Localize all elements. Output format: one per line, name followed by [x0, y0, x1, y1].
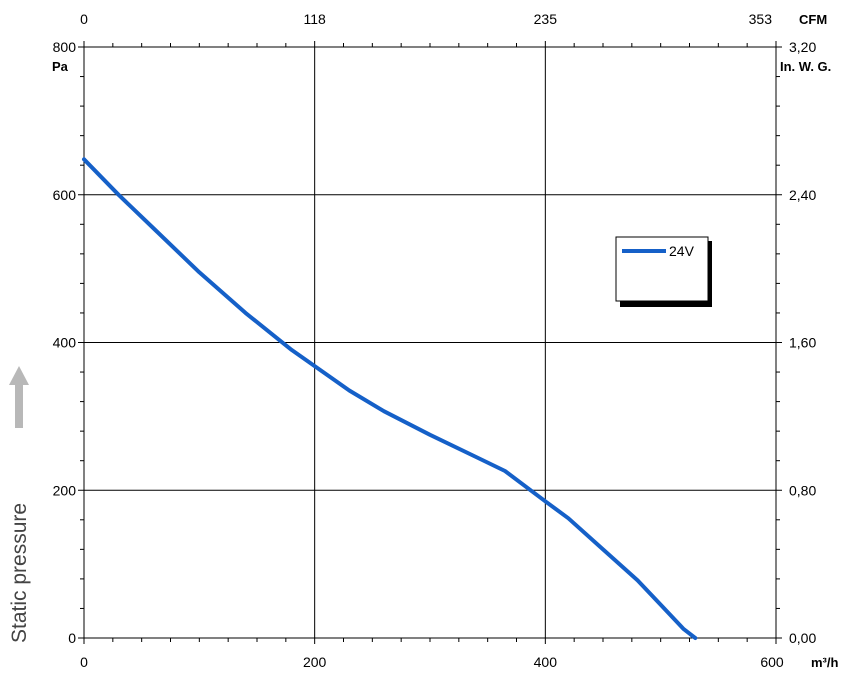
series-line-24v [82, 157, 698, 640]
x-top-tick-label: 353 [749, 11, 773, 27]
x-bottom-tick-label: 400 [534, 654, 558, 670]
x-top-tick-label: 0 [80, 11, 88, 27]
grid-lines [83, 46, 777, 639]
legend: 24V [615, 236, 712, 307]
y-left-tick-label: 800 [53, 39, 77, 55]
y-axis-arrow-icon [9, 366, 29, 428]
y-left-tick-label: 200 [53, 482, 77, 498]
y-left-tick-label: 600 [53, 187, 77, 203]
y-right-tick-label: 1,60 [789, 335, 816, 351]
x-bottom-tick-label: 600 [760, 654, 784, 670]
x-top-tick-label: 235 [534, 11, 558, 27]
x-bottom-unit-label: m³/h [811, 655, 839, 670]
y-axis-label: Static pressure [8, 503, 31, 643]
x-top-unit-label: CFM [799, 12, 827, 27]
y-right-tick-label: 0,80 [789, 482, 816, 498]
legend-box [615, 236, 709, 302]
minor-ticks [78, 41, 782, 644]
tick-labels: 0 200 400 600 0 118 235 353 0 200 400 60… [53, 11, 817, 670]
y-left-unit-label: Pa [52, 59, 69, 74]
y-right-unit-label: In. W. G. [780, 59, 831, 74]
x-bottom-tick-label: 200 [303, 654, 327, 670]
legend-label-24v: 24V [669, 243, 695, 259]
x-bottom-tick-label: 0 [80, 654, 88, 670]
y-right-tick-label: 0,00 [789, 630, 816, 646]
y-right-tick-label: 2,40 [789, 187, 816, 203]
y-left-tick-label: 400 [53, 335, 77, 351]
y-right-tick-label: 3,20 [789, 39, 816, 55]
x-top-tick-label: 118 [304, 11, 327, 27]
y-left-tick-label: 0 [68, 630, 76, 646]
